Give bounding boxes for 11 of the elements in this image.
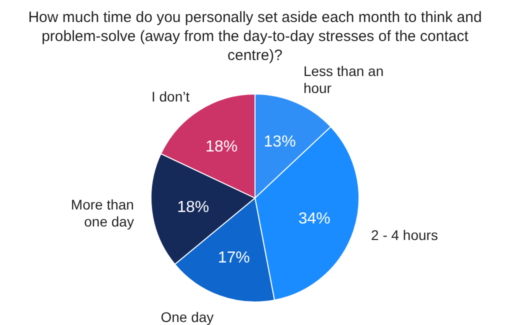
slice-label: One day — [160, 308, 214, 325]
data-label: 18% — [177, 198, 210, 216]
chart-title: How much time do you personally set aside each month to think and problem-solve (away from the day-to-day stresses of the contact centre)? — [28, 9, 482, 64]
slice-label: 2 - 4 hours — [371, 227, 438, 244]
slice-label: More than one day — [70, 196, 134, 230]
data-label: 17% — [218, 250, 250, 267]
data-label: 18% — [206, 138, 238, 156]
data-label: 13% — [264, 134, 296, 151]
data-label: 34% — [298, 210, 330, 228]
slice-label: Less than an hour — [303, 62, 384, 96]
slice-label: I don’t — [151, 88, 190, 105]
